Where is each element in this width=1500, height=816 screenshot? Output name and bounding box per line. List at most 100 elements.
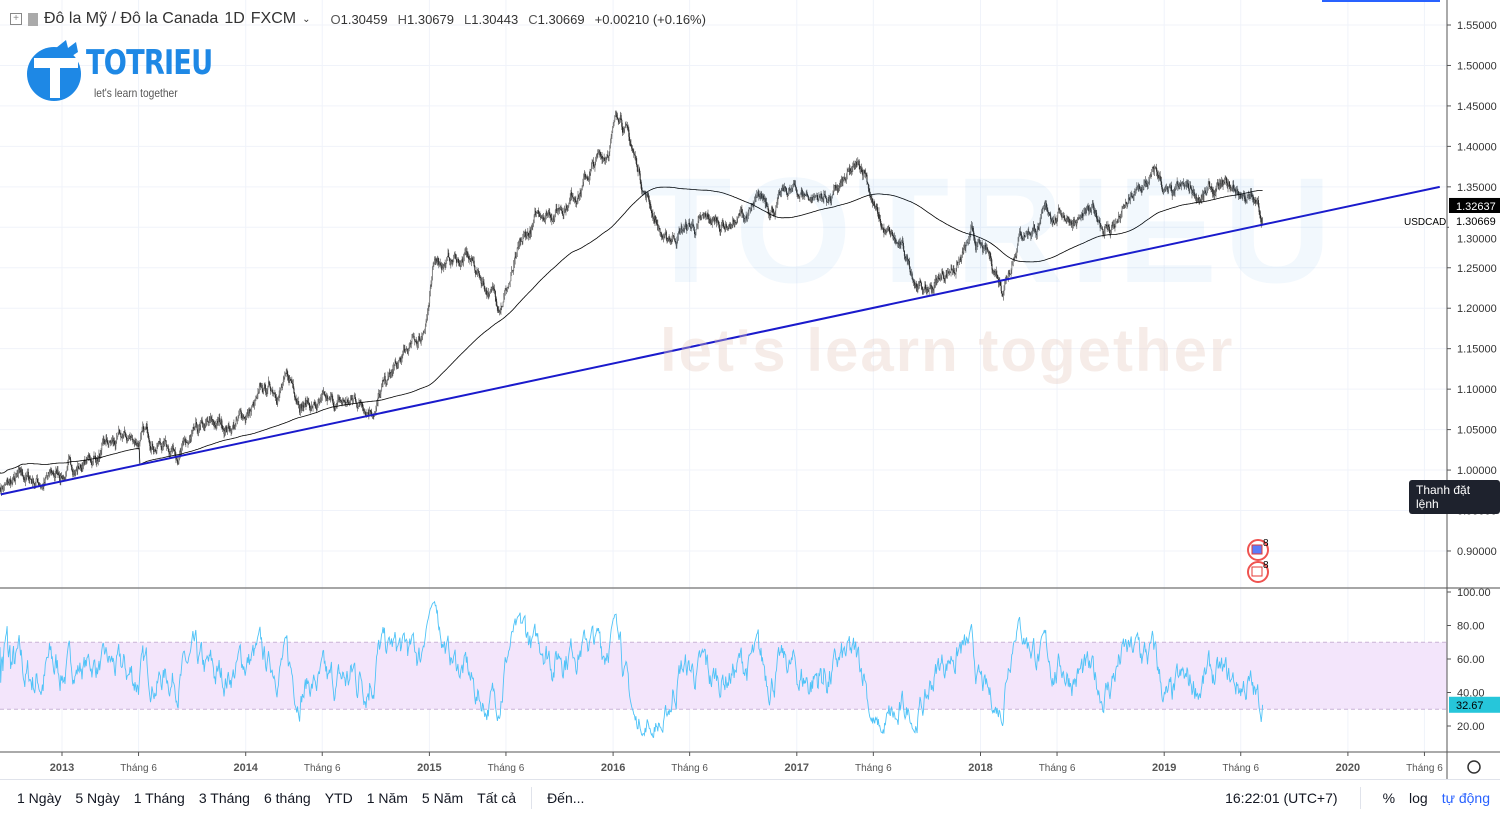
candle-body	[496, 306, 498, 311]
candle-body	[548, 211, 550, 214]
candle-body	[704, 213, 706, 215]
candle-body	[1151, 167, 1153, 172]
candle-body	[277, 399, 279, 401]
order-panel-tooltip[interactable]: Thanh đặt lệnh	[1409, 480, 1500, 514]
candle-body	[232, 424, 234, 428]
moving-average-line	[0, 186, 1263, 474]
candle-body	[988, 252, 990, 257]
candle-body	[971, 225, 973, 230]
candle-body	[653, 218, 655, 220]
candle-body	[417, 344, 419, 346]
candle-body	[648, 196, 650, 200]
candle-body	[126, 436, 128, 441]
candle-body	[151, 443, 153, 449]
chevron-down-icon[interactable]: ⌄	[302, 13, 311, 25]
candle-body	[533, 215, 535, 220]
candle-body	[439, 262, 441, 265]
candle-body	[906, 255, 908, 259]
range-button[interactable]: 1 Tháng	[133, 790, 185, 806]
candle-body	[1110, 228, 1112, 232]
candle-body	[389, 372, 391, 375]
range-button[interactable]: 1 Ngày	[17, 790, 62, 806]
candle-body	[386, 383, 388, 385]
candle-body	[1100, 227, 1102, 229]
candle-body	[5, 481, 7, 483]
auto-scale-toggle[interactable]: tự động	[1441, 790, 1490, 806]
candle-body	[173, 449, 175, 450]
expand-icon[interactable]: +	[10, 13, 22, 25]
percent-toggle[interactable]: %	[1382, 790, 1396, 806]
candle-body	[376, 403, 378, 408]
log-toggle[interactable]: log	[1409, 790, 1428, 806]
candle-body	[577, 195, 579, 202]
candle-body	[959, 258, 961, 262]
candle-body	[1177, 181, 1179, 187]
candle-body	[1125, 202, 1127, 206]
candle-body	[1192, 189, 1194, 193]
candle-body	[600, 155, 602, 157]
candle-body	[1246, 197, 1248, 202]
candle-body	[210, 417, 212, 421]
candle-body	[27, 471, 29, 476]
candle-body	[696, 227, 698, 230]
candle-body	[1127, 198, 1129, 204]
candle-body	[890, 232, 892, 235]
last-price-label-bg	[1449, 213, 1500, 229]
range-button[interactable]: 6 tháng	[263, 790, 311, 806]
candle-body	[873, 202, 875, 206]
candle-body	[313, 402, 315, 405]
candle-body	[674, 238, 676, 242]
candle-body	[978, 239, 980, 242]
candle-body	[15, 476, 17, 481]
candle-body	[491, 285, 493, 288]
candle-body	[983, 249, 985, 253]
candle-body	[697, 220, 699, 225]
settings-gear-icon[interactable]	[1467, 760, 1481, 774]
candle-body	[453, 258, 455, 262]
candle-body	[270, 390, 272, 392]
candle-body	[1137, 185, 1139, 188]
candle-body	[823, 194, 825, 199]
candle-body	[761, 196, 763, 198]
chart-canvas[interactable]: 1.550001.500001.450001.400001.350001.300…	[0, 0, 1500, 779]
candle-body	[499, 310, 501, 312]
range-button[interactable]: 3 Tháng	[198, 790, 250, 806]
candle-body	[764, 198, 766, 200]
clock[interactable]: 16:22:01 (UTC+7)	[1225, 790, 1338, 806]
candle-body	[236, 418, 238, 420]
range-button[interactable]: 5 Năm	[421, 790, 464, 806]
candle-body	[993, 270, 995, 274]
range-button[interactable]: 5 Ngày	[75, 790, 120, 806]
candle-body	[803, 193, 805, 197]
range-button[interactable]: YTD	[324, 790, 353, 806]
symbol-name[interactable]: Đô la Mỹ / Đô la Canada	[44, 10, 219, 27]
candle-body	[441, 266, 443, 270]
candle-body	[1065, 220, 1067, 221]
candle-body	[770, 210, 772, 214]
price-tick-label: 1.20000	[1457, 303, 1497, 315]
candle-body	[938, 274, 940, 280]
candle-body	[772, 209, 774, 213]
candle-body	[1095, 210, 1097, 213]
range-button[interactable]: Tất cả	[477, 790, 517, 806]
candle-body	[960, 256, 962, 261]
candle-body	[1057, 208, 1059, 214]
candle-body	[771, 206, 773, 211]
candle-body	[1260, 215, 1262, 219]
candle-body	[82, 464, 84, 467]
candle-body	[1198, 200, 1200, 202]
goto-date-button[interactable]: Đến...	[547, 790, 585, 806]
candle-body	[727, 227, 729, 230]
candle-body	[260, 382, 262, 387]
candle-body	[121, 437, 123, 438]
range-button[interactable]: 1 Năm	[366, 790, 408, 806]
candle-body	[404, 348, 406, 352]
candle-body	[519, 238, 521, 243]
exchange[interactable]: FXCM	[250, 10, 297, 27]
candle-body	[576, 202, 578, 205]
candle-body	[476, 271, 478, 275]
interval[interactable]: 1D	[224, 10, 245, 27]
candle-body	[975, 244, 977, 251]
candle-body	[579, 192, 581, 196]
candle-body	[773, 212, 775, 214]
